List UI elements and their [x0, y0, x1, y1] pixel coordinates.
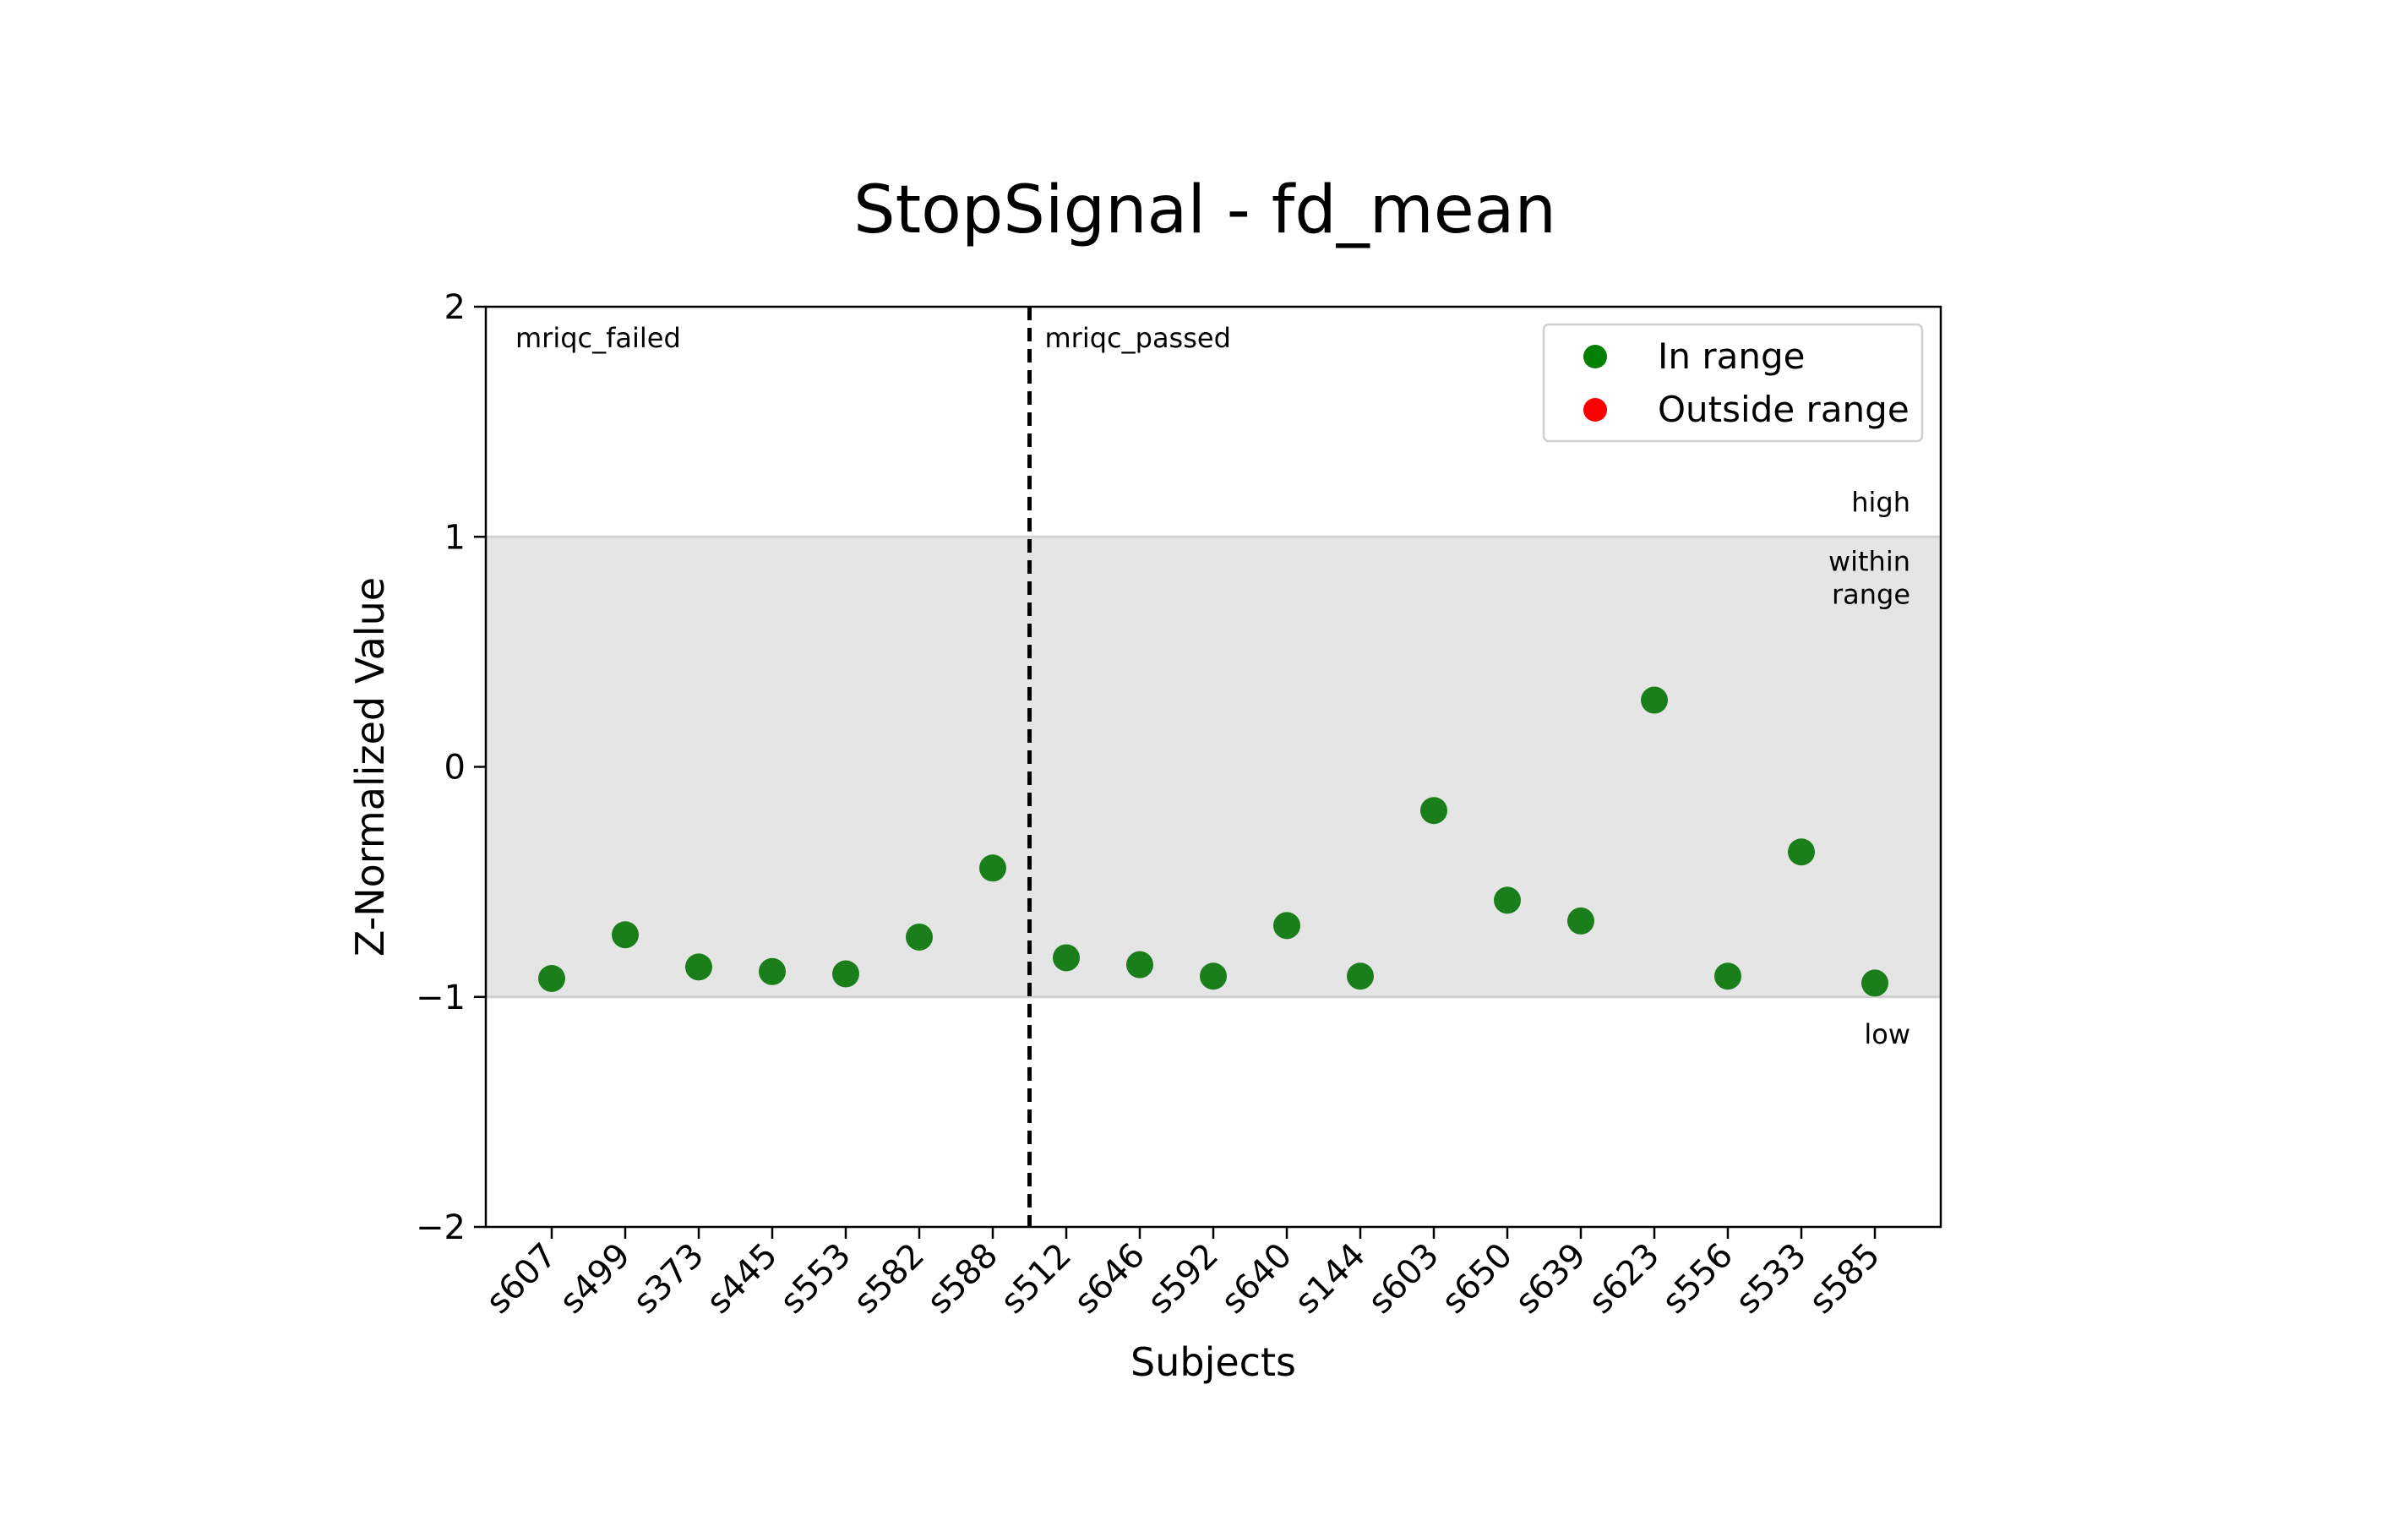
- plot-frame: [484, 305, 1942, 1229]
- data-point: [1347, 962, 1374, 990]
- data-point: [1567, 907, 1594, 935]
- data-point: [538, 964, 565, 992]
- x-tick-label: s144: [1288, 1236, 1373, 1322]
- x-tick-label: s533: [1729, 1236, 1814, 1322]
- data-point: [1420, 797, 1447, 825]
- x-tick-label: s650: [1435, 1236, 1520, 1322]
- x-tick-label: s588: [920, 1236, 1005, 1322]
- legend: In range Outside range: [1542, 323, 1924, 443]
- within-range-band: [486, 537, 1941, 997]
- y-axis-label: Z-Normalized Value: [347, 577, 393, 957]
- chart-title: StopSignal - fd_mean: [853, 172, 1556, 248]
- legend-label-in-range: In range: [1658, 335, 1805, 377]
- x-tick-label: s639: [1508, 1236, 1594, 1322]
- x-tick-label: s607: [479, 1236, 564, 1322]
- y-tick-label: −1: [416, 979, 466, 1017]
- x-tick-label: s556: [1655, 1236, 1741, 1322]
- x-tick-label: s646: [1067, 1236, 1152, 1322]
- band-label-range: range: [1832, 578, 1910, 610]
- data-point: [1788, 838, 1815, 866]
- data-point: [832, 960, 859, 988]
- data-point: [685, 953, 712, 981]
- group-label-mriqc-passed: mriqc_passed: [1045, 322, 1231, 354]
- y-tick-label: 1: [444, 518, 466, 557]
- data-point: [1641, 686, 1668, 714]
- band-label-high: high: [1851, 486, 1910, 518]
- data-point: [1861, 969, 1888, 997]
- data-point: [979, 854, 1006, 882]
- x-tick-label: s603: [1361, 1236, 1446, 1322]
- legend-marker-in-range: [1583, 345, 1607, 368]
- data-point: [759, 957, 786, 985]
- x-tick-label: s373: [626, 1236, 711, 1322]
- data-point: [906, 923, 933, 951]
- x-tick-label: s640: [1214, 1236, 1299, 1322]
- legend-box: [1542, 323, 1924, 443]
- data-point: [1714, 962, 1741, 990]
- x-tick-label: s592: [1141, 1236, 1226, 1322]
- data-point: [1200, 962, 1227, 990]
- legend-marker-outside-range: [1583, 398, 1607, 422]
- data-point: [1273, 912, 1300, 940]
- data-point: [1053, 944, 1080, 972]
- x-tick-label: s585: [1802, 1236, 1888, 1322]
- group-label-mriqc-failed: mriqc_failed: [515, 322, 681, 354]
- y-tick-label: −2: [416, 1208, 466, 1247]
- x-tick-label: s512: [994, 1236, 1079, 1322]
- x-tick-label: s445: [700, 1236, 785, 1322]
- band-label-within: within: [1828, 545, 1910, 577]
- y-tick-label: 0: [444, 749, 466, 788]
- y-tick-label: 2: [444, 288, 466, 327]
- x-tick-label: s499: [553, 1236, 638, 1322]
- data-point: [1494, 886, 1521, 914]
- band-label-low: low: [1864, 1018, 1910, 1050]
- x-tick-label: s623: [1582, 1236, 1667, 1322]
- data-points: [538, 686, 1888, 997]
- x-tick-label: s553: [773, 1236, 858, 1322]
- data-point: [1126, 951, 1153, 979]
- x-axis-label: Subjects: [1130, 1339, 1296, 1385]
- x-tick-label: s582: [847, 1236, 932, 1322]
- legend-label-outside-range: Outside range: [1658, 389, 1910, 430]
- data-point: [612, 921, 639, 949]
